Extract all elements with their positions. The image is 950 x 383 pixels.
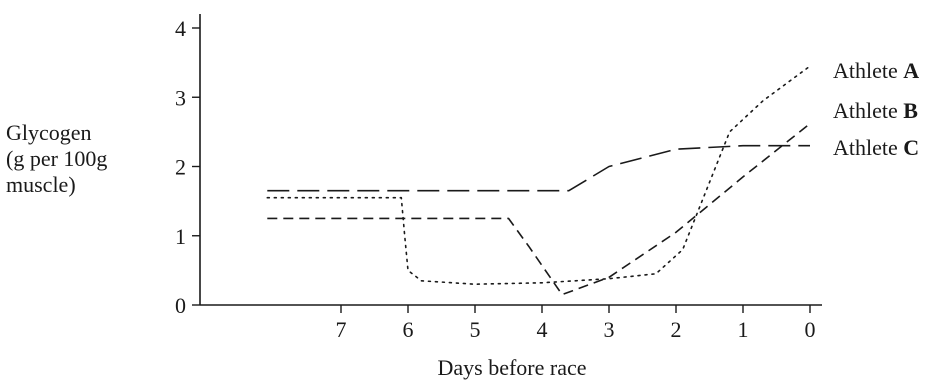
series-label-letter: C [903,135,919,160]
series-label-letter: A [903,58,919,83]
series-label-athlete-a: Athlete A [833,58,919,83]
x-tick-label-6: 6 [403,317,414,342]
series-label-prefix: Athlete [833,98,903,123]
y-axis-ticks: 0 1 2 3 4 [175,16,200,318]
x-tick-label-0: 0 [805,317,816,342]
y-axis-title-line-2: (g per 100g [6,146,107,171]
x-tick-label-3: 3 [604,317,615,342]
y-tick-label-2: 2 [175,155,186,180]
y-axis-title: Glycogen (g per 100g muscle) [6,120,107,197]
x-tick-label-5: 5 [470,317,481,342]
x-tick-label-7: 7 [336,317,347,342]
series-label-prefix: Athlete [833,135,903,160]
x-axis-title: Days before race [437,355,586,380]
series-label-letter: B [903,98,918,123]
x-tick-label-4: 4 [537,317,548,342]
series-label-athlete-b: Athlete B [833,98,918,123]
x-tick-label-1: 1 [738,317,749,342]
y-axis-title-line-3: muscle) [6,172,76,197]
series-label-athlete-c: Athlete C [833,135,919,160]
x-axis-ticks: 7 6 5 4 3 2 1 0 [336,305,816,342]
y-tick-label-1: 1 [175,224,186,249]
y-tick-label-3: 3 [175,85,186,110]
y-tick-label-0: 0 [175,293,186,318]
series-line-athlete-b [267,122,811,296]
x-tick-label-2: 2 [671,317,682,342]
series-label-prefix: Athlete [833,58,903,83]
y-tick-label-4: 4 [175,16,186,41]
series-lines [266,65,811,296]
series-line-athlete-a [266,65,811,285]
y-axis-title-line-1: Glycogen [6,120,92,145]
series-line-athlete-c [267,144,810,192]
